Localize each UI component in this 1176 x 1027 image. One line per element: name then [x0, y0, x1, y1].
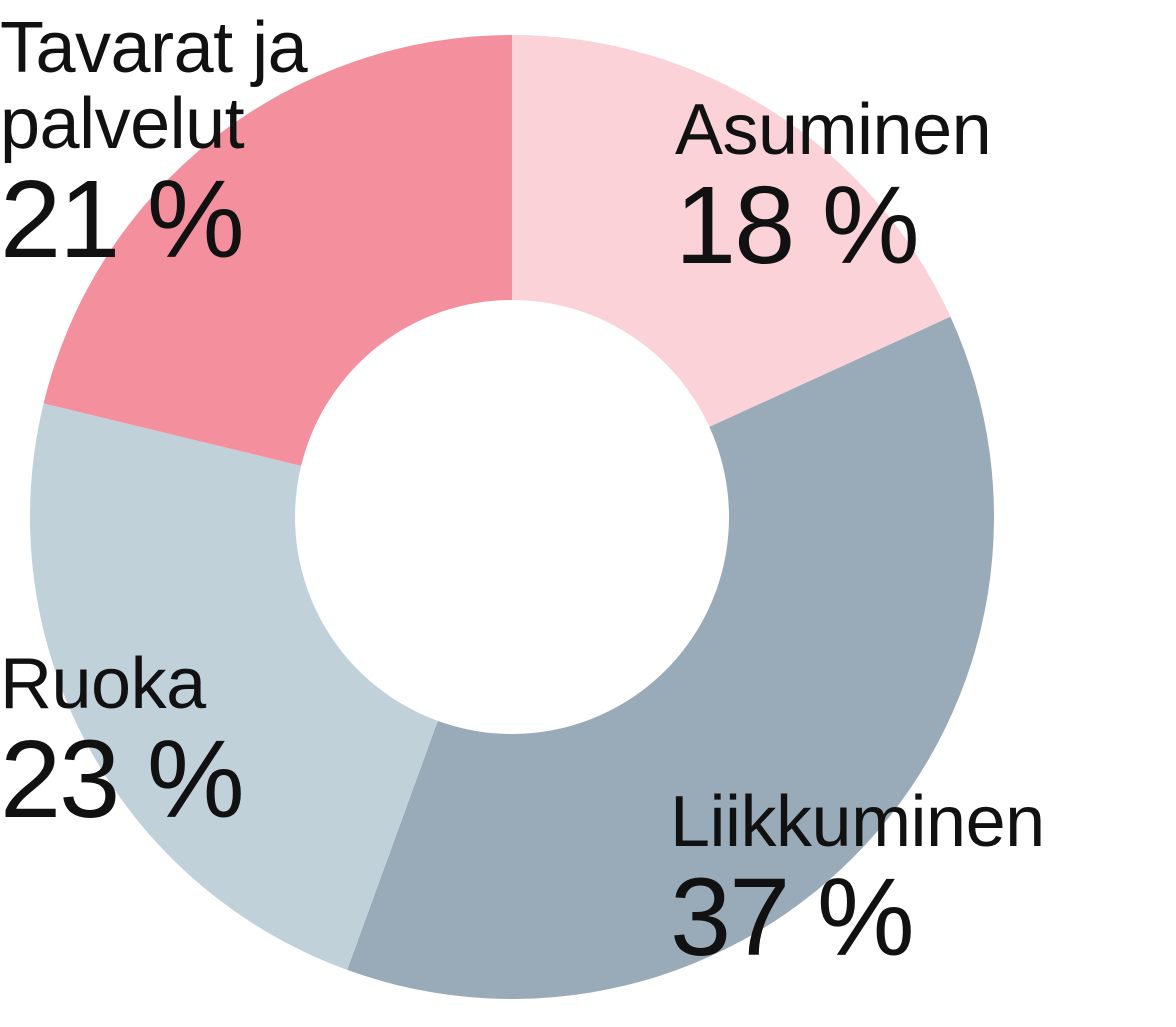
slice-label-asuminen: Asuminen 18 %: [675, 90, 992, 287]
slice-name-ruoka: Ruoka: [0, 644, 206, 724]
slice-tavarat-ja-palvelut: [43, 35, 512, 466]
slice-label-ruoka: Ruoka 23 %: [0, 644, 245, 841]
slice-liikkuminen: [347, 316, 995, 999]
slice-value-liikkuminen: 37 %: [670, 856, 915, 979]
slice-name-liikkuminen: Liikkuminen: [670, 782, 1045, 862]
slice-label-liikkuminen: Liikkuminen 37 %: [670, 784, 1045, 976]
slice-value-asuminen: 18 %: [675, 164, 920, 287]
donut-slices: [29, 35, 995, 999]
slice-value-tavarat-ja-palvelut: 21 %: [0, 158, 245, 281]
slice-value-ruoka: 23 %: [0, 718, 245, 841]
slice-label-tavarat-ja-palvelut: Tavarat ja palvelut 21 %: [0, 10, 380, 278]
slice-name-asuminen: Asuminen: [675, 90, 992, 170]
slice-asuminen: [512, 35, 951, 427]
slice-ruoka: [29, 403, 438, 970]
slice-name-tavarat-ja-palvelut: Tavarat ja palvelut: [0, 8, 308, 164]
